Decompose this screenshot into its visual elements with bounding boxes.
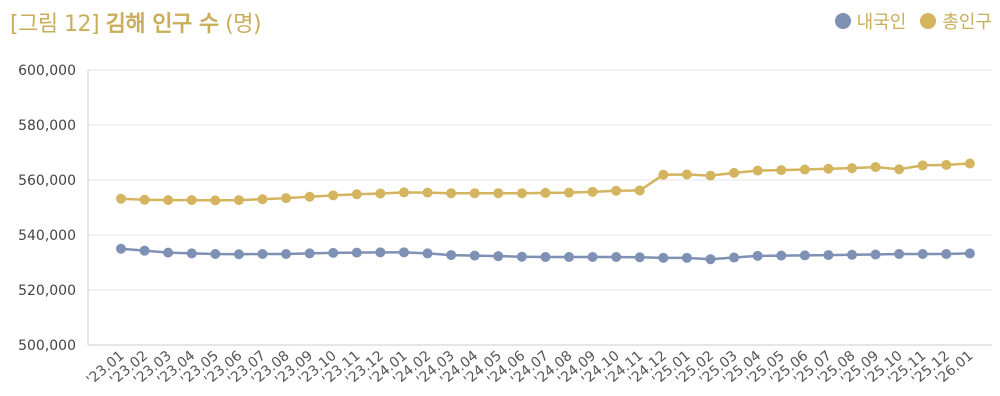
data-point-total (446, 188, 457, 199)
data-point-domestic (139, 245, 150, 256)
data-point-domestic (469, 250, 480, 261)
data-point-total (540, 187, 551, 198)
legend-item-total: 총인구 (920, 8, 992, 34)
legend-label-domestic: 내국인 (856, 12, 907, 33)
data-point-domestic (540, 252, 551, 262)
data-point-total (257, 194, 268, 205)
data-point-total (634, 185, 645, 196)
data-point-domestic (328, 247, 339, 258)
data-point-total (398, 187, 409, 198)
data-point-total (681, 169, 692, 180)
data-point-total (281, 193, 292, 204)
data-point-domestic (257, 248, 268, 259)
data-point-total (587, 186, 598, 197)
data-point-total (469, 188, 480, 199)
data-point-total (493, 188, 504, 199)
data-point-domestic (233, 249, 244, 260)
data-point-domestic (446, 250, 457, 261)
data-point-domestic (398, 247, 409, 258)
data-point-domestic (304, 248, 315, 259)
data-point-domestic (823, 250, 834, 261)
data-point-total (186, 195, 197, 206)
data-point-total (894, 164, 905, 175)
data-point-total (823, 163, 834, 174)
data-point-total (375, 188, 386, 199)
data-point-domestic (163, 247, 174, 258)
data-point-total (233, 195, 244, 206)
title-main: 김해 인구 수 (105, 12, 220, 37)
data-point-domestic (611, 252, 622, 262)
data-point-total (210, 195, 221, 206)
y-tick-label: 600,000 (18, 63, 76, 79)
data-point-domestic (941, 248, 952, 259)
data-point-total (611, 185, 622, 196)
data-point-domestic (210, 248, 221, 259)
data-point-total (846, 163, 857, 174)
legend-item-domestic: 내국인 (834, 8, 907, 34)
legend-swatch-total (920, 13, 937, 29)
data-point-domestic (870, 249, 881, 260)
data-point-domestic (186, 248, 197, 259)
data-point-total (328, 190, 339, 201)
data-point-domestic (846, 249, 857, 260)
data-point-total (729, 167, 740, 178)
data-point-total (870, 162, 881, 173)
data-point-domestic (564, 252, 575, 262)
data-point-total (705, 170, 716, 181)
data-point-total (163, 195, 174, 206)
data-point-domestic (658, 252, 669, 263)
data-point-total (776, 165, 787, 176)
data-point-domestic (705, 254, 716, 265)
legend-label-total: 총인구 (942, 12, 992, 33)
data-point-total (941, 159, 952, 170)
data-point-domestic (116, 243, 126, 254)
y-tick-label: 520,000 (18, 283, 76, 299)
data-point-domestic (281, 248, 292, 259)
data-point-domestic (799, 250, 810, 261)
data-point-total (304, 191, 315, 202)
y-tick-label: 540,000 (18, 228, 76, 244)
data-point-total (752, 165, 763, 176)
data-point-total (516, 188, 527, 199)
legend: 내국인 총인구 (834, 8, 992, 34)
data-point-domestic (516, 251, 527, 262)
data-point-domestic (752, 250, 763, 261)
y-tick-label: 500,000 (18, 338, 76, 354)
data-point-total (658, 169, 669, 180)
title-prefix: [그림 12] (10, 12, 100, 37)
y-tick-label: 580,000 (18, 118, 76, 134)
data-point-domestic (375, 247, 386, 258)
data-point-domestic (351, 247, 362, 258)
data-point-domestic (964, 248, 975, 259)
data-point-total (917, 160, 928, 171)
legend-swatch-domestic (834, 13, 851, 29)
data-point-domestic (493, 251, 504, 262)
title-unit: (명) (225, 12, 262, 37)
data-point-total (351, 189, 362, 200)
data-point-domestic (681, 252, 692, 263)
data-point-domestic (776, 250, 787, 261)
data-point-domestic (894, 248, 905, 259)
data-point-domestic (587, 252, 598, 262)
data-point-domestic (634, 252, 645, 263)
data-point-total (422, 187, 433, 198)
data-point-total (564, 187, 575, 198)
y-tick-label: 560,000 (18, 173, 76, 189)
data-point-domestic (917, 248, 928, 259)
data-point-total (964, 158, 975, 169)
data-point-domestic (422, 248, 433, 259)
chart-title: [그림 12] 김해 인구 수 (명) (10, 6, 262, 38)
data-point-total (799, 164, 810, 175)
data-point-total (116, 193, 126, 204)
data-point-total (139, 194, 150, 205)
data-point-domestic (729, 252, 740, 263)
